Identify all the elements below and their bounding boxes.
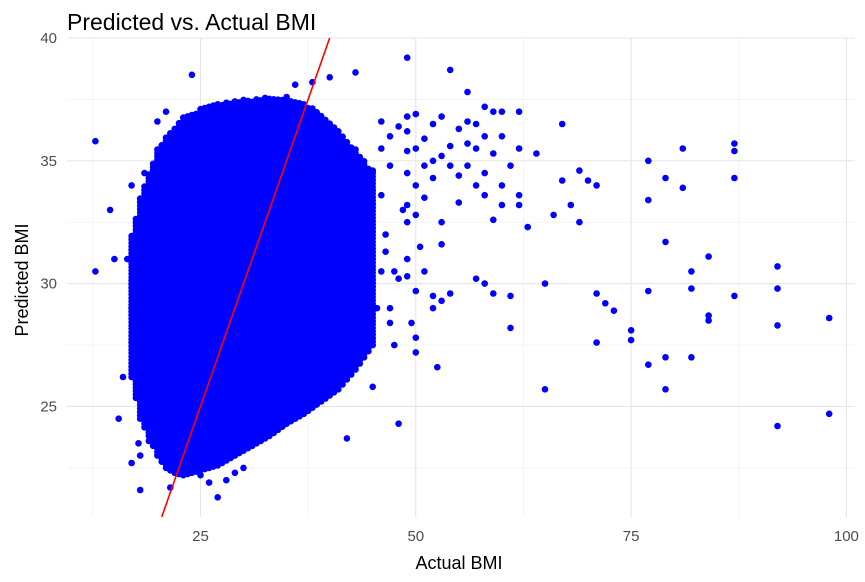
- data-points: [92, 54, 833, 501]
- data-point: [317, 112, 325, 120]
- data-point: [330, 124, 338, 131]
- data-point: [335, 128, 342, 135]
- data-point: [322, 116, 329, 124]
- data-point: [309, 105, 316, 112]
- data-point: [339, 133, 346, 140]
- data-point: [352, 146, 359, 153]
- data-point: [356, 153, 364, 161]
- data-point: [283, 93, 290, 101]
- data-point: [360, 158, 368, 165]
- data-point: [326, 120, 334, 127]
- data-point: [313, 109, 321, 116]
- data-point: [343, 138, 351, 146]
- chart-title: Predicted vs. Actual BMI: [67, 9, 316, 35]
